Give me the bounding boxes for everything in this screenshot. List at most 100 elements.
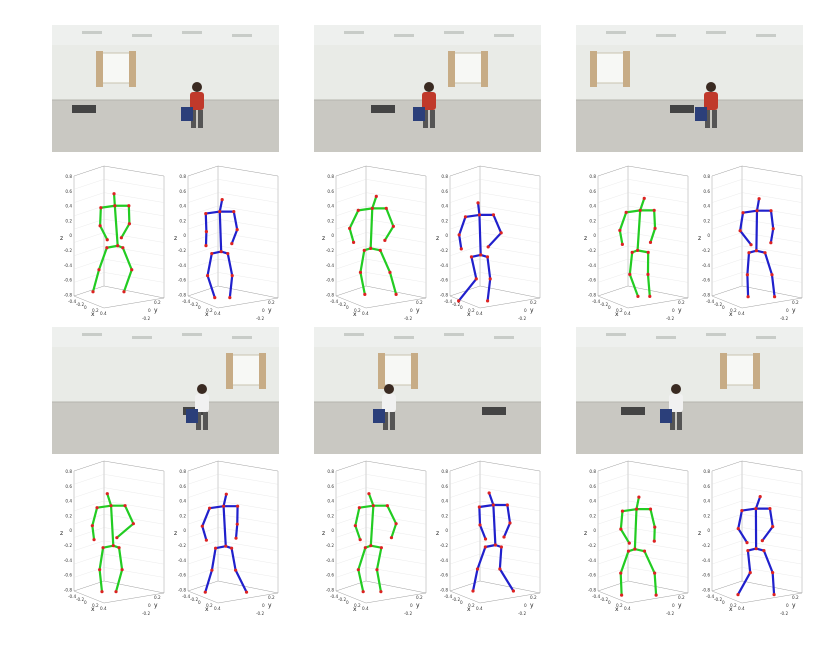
z-tick-label: 0	[69, 233, 72, 238]
skeleton-joint	[628, 272, 632, 276]
z-axis-label: z	[322, 530, 325, 537]
x-tick-label: 0.4	[476, 311, 483, 316]
z-tick-label: 0.4	[327, 204, 334, 209]
skeleton-bone	[736, 571, 752, 596]
skeleton-joint	[457, 299, 461, 303]
skeleton-bone	[99, 204, 116, 209]
skeleton-joint	[370, 206, 374, 210]
skeleton-bone	[101, 544, 115, 549]
skeleton-joint	[117, 546, 121, 550]
skeleton-bone	[369, 247, 382, 252]
skeleton-joint	[384, 206, 388, 210]
skeleton-joint	[115, 536, 119, 540]
skeleton-bone	[755, 197, 761, 212]
z-axis-label: z	[174, 235, 177, 242]
skeleton-joint	[210, 251, 214, 256]
y-tick-label: 0.2	[792, 300, 799, 305]
skeleton-bone	[234, 523, 239, 540]
skeleton-joint	[478, 523, 482, 527]
x-tick-label: 0.2	[354, 603, 361, 608]
skeleton-bone	[492, 213, 503, 235]
z-tick-label: -0.8	[326, 587, 335, 592]
skeleton-joint	[653, 226, 657, 230]
skeleton-bone	[91, 524, 96, 541]
skeleton-joint	[499, 231, 503, 235]
x-tick-label: 0.2	[92, 308, 99, 313]
pose-plot-predicted-r2c1: 0.8 0.6 0.4 0.2 0 -0.2 -0.4 -0.6 -0.8 -0.4 -0.2 0 0.…	[56, 460, 166, 625]
x-axis-label: x	[205, 606, 209, 613]
x-axis-label: x	[353, 606, 357, 613]
z-tick-label: -0.2	[588, 248, 597, 253]
scene-photo-r1c3	[576, 25, 803, 152]
skeleton-bone	[388, 271, 398, 296]
x-tick-label: 0.2	[468, 603, 475, 608]
x-tick-label: -0.4	[330, 594, 339, 599]
skeleton-joint	[626, 549, 631, 553]
skeleton-joint	[374, 194, 378, 198]
skeleton-bone	[109, 504, 115, 547]
skeleton-joint	[105, 238, 109, 242]
y-tick-label: -0.2	[256, 316, 265, 321]
z-tick-label: 0.4	[65, 204, 72, 209]
z-tick-label: -0.2	[588, 543, 597, 548]
skeleton-bone	[737, 509, 744, 530]
x-tick-label: 0	[84, 600, 87, 605]
skeleton-joint	[770, 273, 774, 277]
skeleton-bone	[739, 211, 745, 232]
y-tick-label: 0.2	[416, 300, 423, 305]
x-tick-label: -0.4	[444, 594, 453, 599]
z-tick-label: -0.4	[326, 558, 335, 563]
skeleton-joint	[763, 251, 767, 255]
pose-plot-predicted-r2c2: 0.8 0.6 0.4 0.2 0 -0.2 -0.4 -0.6 -0.8 -0.4 -0.2 0 0.…	[318, 460, 428, 625]
skeleton-joint	[771, 570, 775, 575]
x-tick-label: 0.2	[92, 603, 99, 608]
z-tick-label: -0.8	[440, 292, 449, 297]
skeleton-bone	[230, 228, 239, 245]
pose-plot-groundtruth-r1c3: 0.8 0.6 0.4 0.2 0 -0.2 -0.4 -0.6 -0.8 -0.4 -0.2 0 0.…	[694, 165, 804, 330]
skeleton-bone	[218, 210, 223, 253]
skeleton-joint	[479, 253, 483, 257]
skeleton-joint	[358, 270, 363, 274]
x-tick-label: 0.2	[206, 308, 213, 313]
z-tick-label: 0.2	[441, 218, 448, 223]
skeleton-bone	[762, 549, 774, 574]
skeleton-bone	[375, 546, 383, 571]
skeleton-joint	[635, 248, 640, 252]
z-tick-label: -0.2	[178, 248, 187, 253]
y-axis-label: y	[530, 602, 534, 609]
y-axis-label: y	[268, 602, 272, 609]
skeleton-bone	[214, 545, 227, 550]
y-tick-label: -0.2	[780, 316, 789, 321]
skeleton-bone	[506, 503, 512, 525]
skeleton-joint	[235, 504, 240, 508]
skeleton-bone	[222, 493, 228, 508]
pose-plot-groundtruth-r2c1: 0.8 0.6 0.4 0.2 0 -0.2 -0.4 -0.6 -0.8 -0.4 -0.2 0 0.…	[170, 460, 280, 625]
skeleton-joint	[213, 546, 218, 550]
skeleton-joint	[747, 251, 751, 255]
z-tick-label: 0.6	[703, 189, 710, 194]
z-tick-label: -0.6	[64, 573, 73, 578]
skeleton-bone	[117, 546, 124, 571]
skeleton-bone	[761, 525, 774, 542]
skeleton-bone	[106, 492, 113, 507]
z-axis-label: z	[174, 530, 177, 537]
skeleton-bone	[625, 209, 642, 214]
z-tick-label: -0.2	[64, 543, 73, 548]
z-axis-label: z	[436, 235, 439, 242]
skeleton-bone	[646, 273, 651, 298]
z-tick-label: -0.2	[326, 543, 335, 548]
x-tick-label: 0.4	[100, 311, 107, 316]
skeleton-bone	[210, 547, 217, 572]
skeleton-joint	[92, 538, 96, 542]
skeleton-bone	[628, 251, 634, 276]
skeleton-joint	[122, 290, 126, 294]
skeleton-joint	[498, 567, 502, 571]
skeleton-joint	[648, 240, 653, 244]
skeleton-bone	[357, 568, 365, 593]
z-tick-label: -0.4	[702, 558, 711, 563]
skeleton-joint	[746, 548, 750, 553]
skeleton-bone	[232, 210, 239, 231]
x-tick-label: -0.2	[338, 597, 347, 602]
z-tick-label: 0.4	[589, 204, 596, 209]
skeleton-joint	[385, 504, 389, 508]
